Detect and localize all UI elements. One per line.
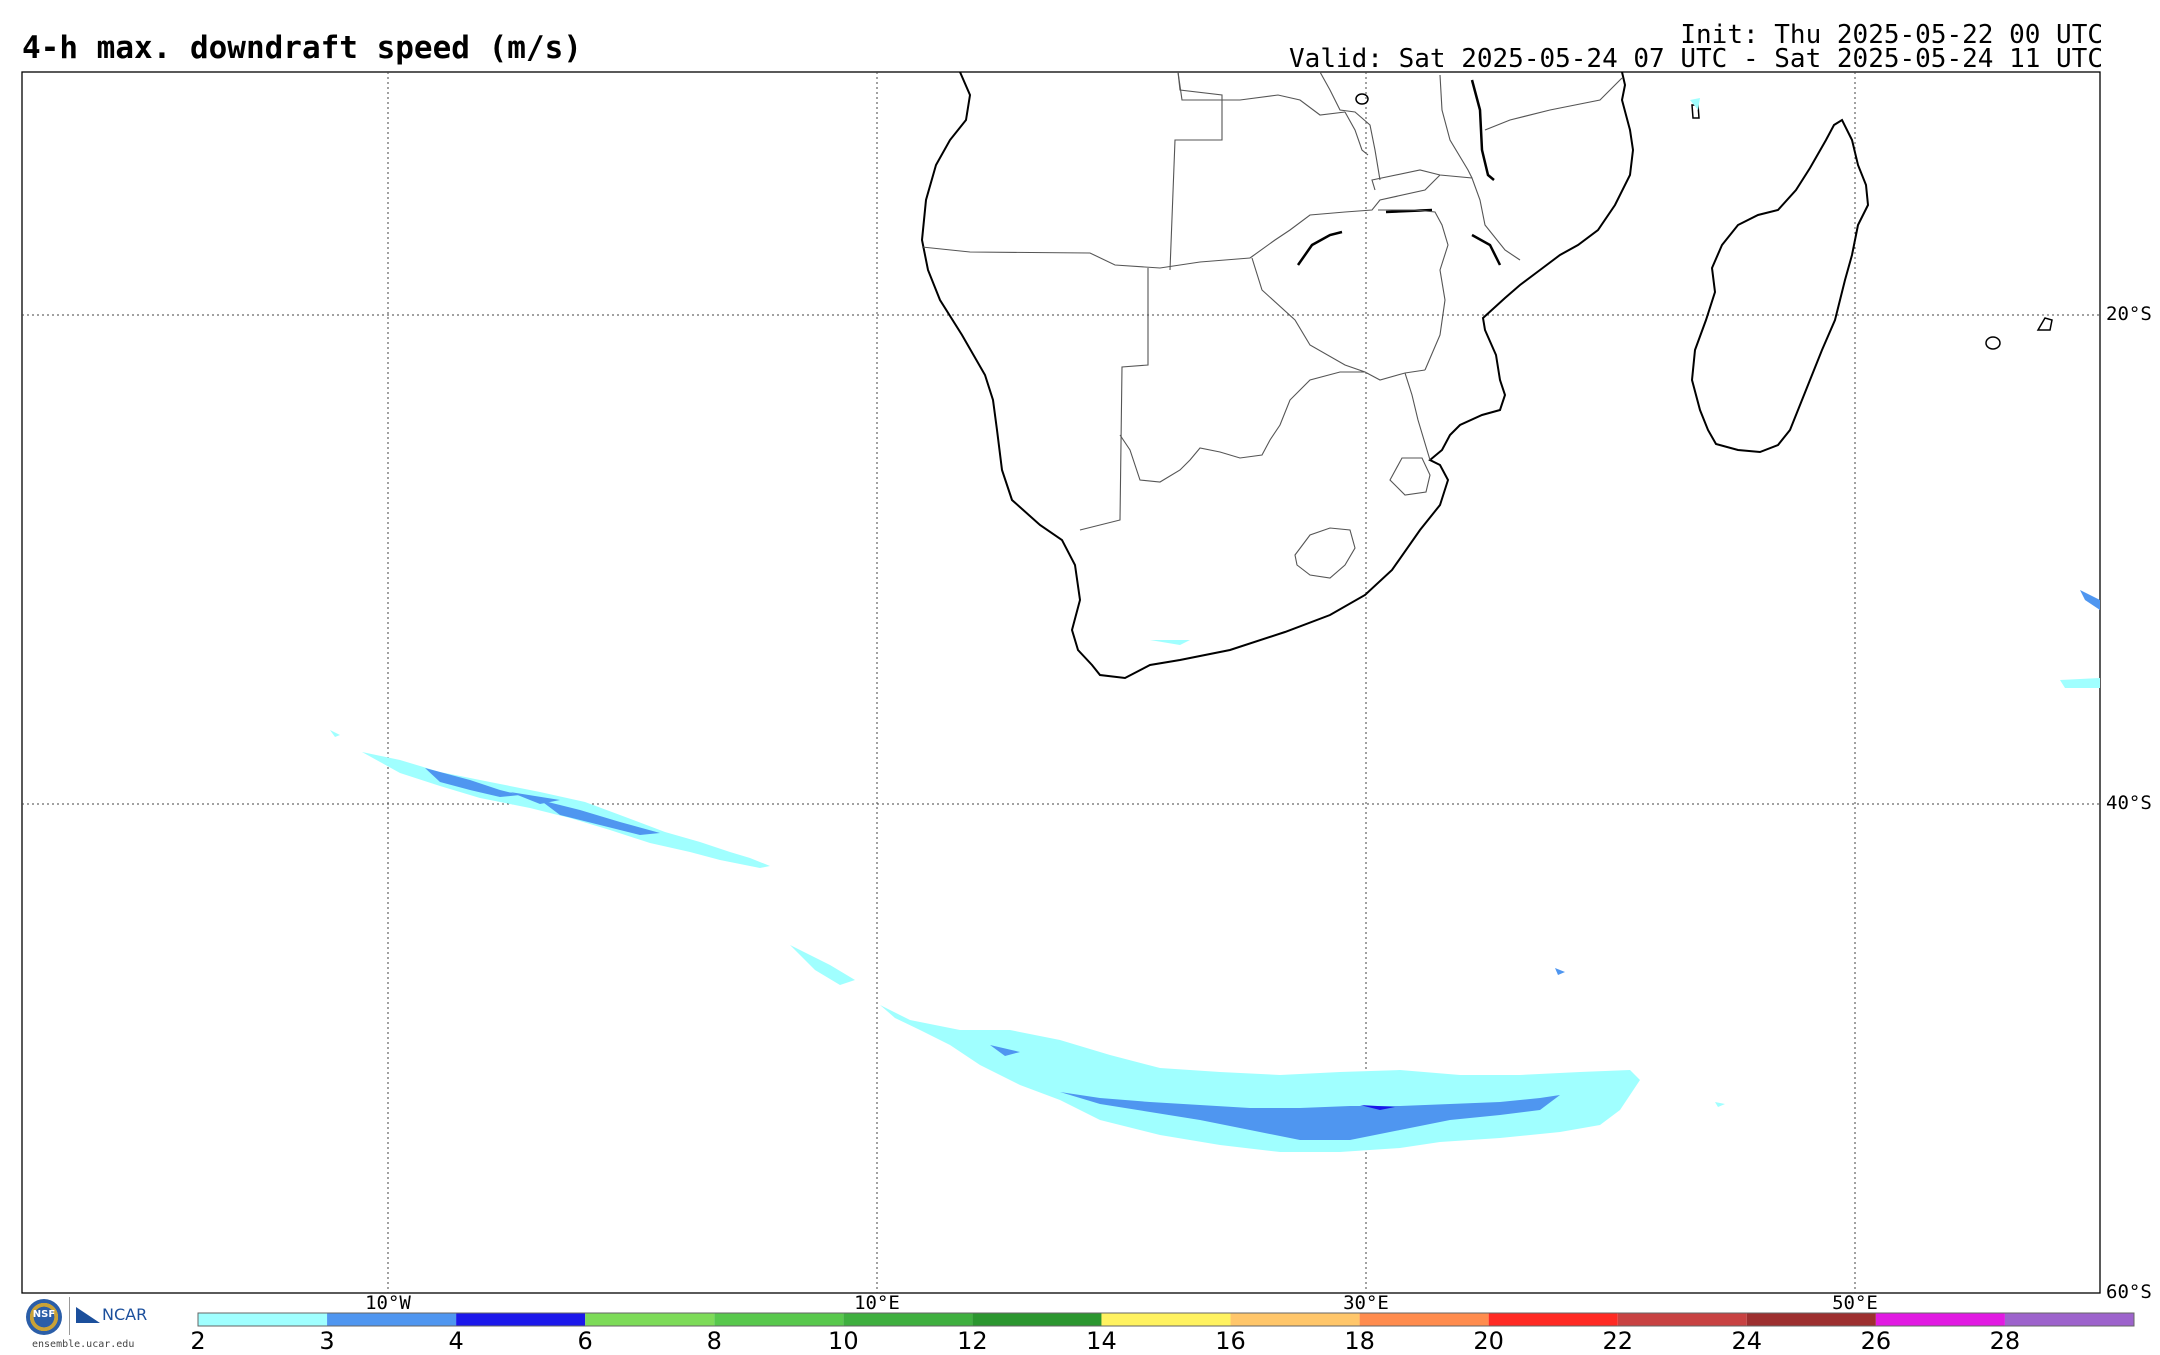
colorbar-swatch [714,1313,844,1326]
madagascar-coastline [1690,118,1870,454]
lon-label-30e: 30°E [1343,1292,1389,1314]
colorbar-tick-label: 26 [1860,1327,1892,1355]
colorbar-tick-label: 22 [1602,1327,1633,1355]
map-frame [21,71,2101,1294]
lat-label-40s: 40°S [2106,792,2152,814]
lon-label-10e: 10°E [854,1292,900,1314]
graticule [22,72,2100,1293]
colorbar-swatch [1230,1313,1360,1326]
colorbar-swatch [1488,1313,1618,1326]
island-mauritius [2036,317,2053,331]
downdraft-field [330,98,2100,1152]
colorbar-tick-label: 12 [957,1327,988,1355]
ncar-mark-icon [76,1307,100,1323]
colorbar-tick-label: 6 [577,1327,593,1355]
ncar-wordmark: NCAR [76,1305,147,1324]
country-borders [921,71,1623,579]
island-lake [1355,93,1369,105]
colorbar-swatch [456,1313,586,1326]
colorbar-frame [197,1312,2135,1327]
colorbar-tick-label: 14 [1086,1327,1117,1355]
colorbar-tick-label: 16 [1215,1327,1246,1355]
colorbar-swatch [1746,1313,1876,1326]
colorbar-tick-label: 18 [1344,1327,1375,1355]
valid-time: Valid: Sat 2025-05-24 07 UTC - Sat 2025-… [1289,44,2103,74]
colorbar [197,1312,2135,1327]
colorbar-tick-label: 28 [1989,1327,2021,1355]
lon-label-10w: 10°W [365,1292,411,1314]
colorbar-swatch [972,1313,1102,1326]
colorbar-tick-label: 20 [1473,1327,1504,1355]
island-reunion [1985,336,2001,350]
colorbar-tick-label: 8 [706,1327,722,1355]
map-title: 4-h max. downdraft speed (m/s) [22,30,582,66]
colorbar-swatch [198,1313,328,1326]
lon-label-50e: 50°E [1832,1292,1878,1314]
lat-label-60s: 60°S [2106,1281,2152,1303]
colorbar-swatch [843,1313,973,1326]
ncar-logo: NSF NCAR ensemble.ucar.edu [24,1295,164,1353]
logo-url: ensemble.ucar.edu [32,1339,135,1350]
colorbar-swatch [1617,1313,1747,1326]
logo-divider [69,1297,70,1335]
nsf-seal-icon: NSF [26,1299,62,1335]
colorbar-swatch [327,1313,457,1326]
colorbar-swatch [1875,1313,2005,1326]
colorbar-tick-label: 3 [319,1327,335,1355]
colorbar-tick-label: 10 [828,1327,859,1355]
colorbar-swatch [1359,1313,1489,1326]
colorbar-swatch [1101,1313,1231,1326]
init-time: Init: Thu 2025-05-22 00 UTC [1680,20,2103,50]
colorbar-tick-label: 24 [1731,1327,1763,1355]
lat-label-20s: 20°S [2106,303,2152,325]
lakes [1296,79,1502,266]
africa-coastline [920,71,1635,680]
colorbar-tick-label: 4 [448,1327,464,1355]
colorbar-swatch [2004,1313,2134,1326]
colorbar-tick-label: 2 [190,1327,206,1355]
colorbar-swatch [585,1313,715,1326]
